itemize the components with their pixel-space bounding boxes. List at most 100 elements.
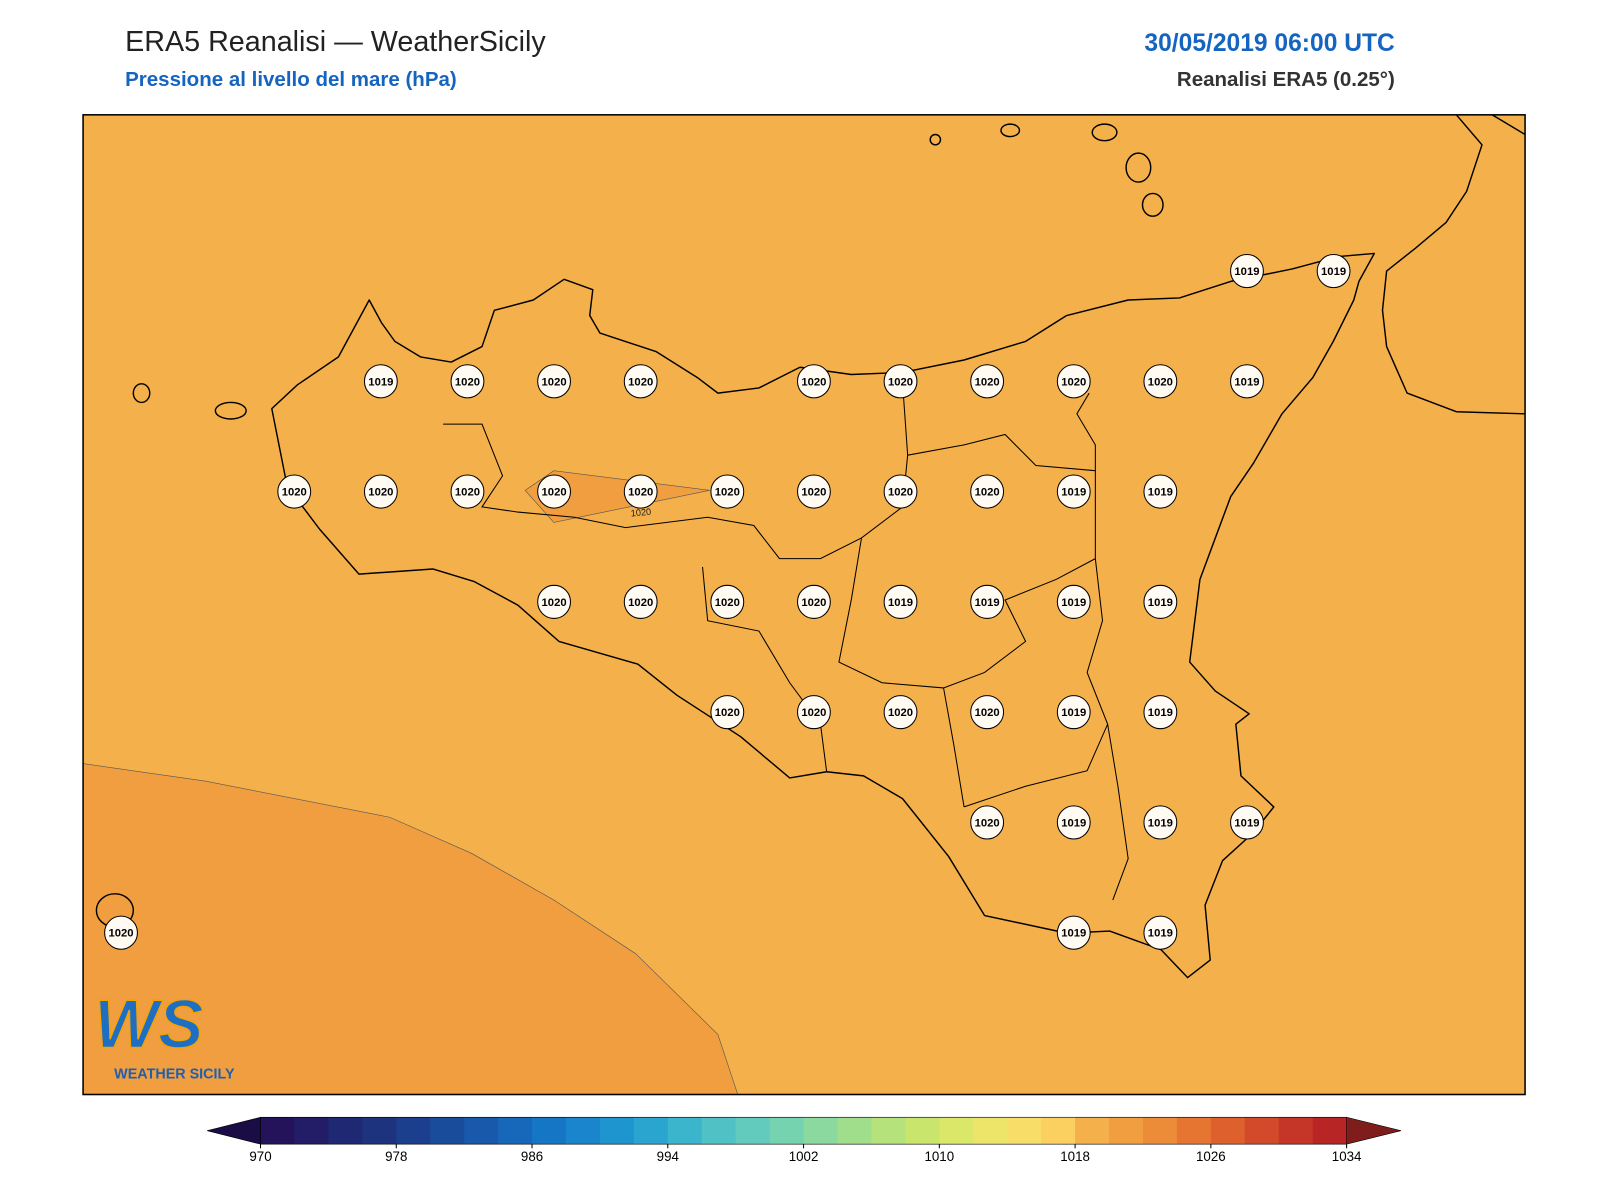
station-marker	[1143, 474, 1178, 509]
station-marker	[277, 474, 312, 509]
colorbar-tick-label: 1026	[1196, 1149, 1226, 1164]
colorbar-tick-label: 1002	[789, 1149, 819, 1164]
station-value: 1020	[715, 487, 740, 499]
station-marker	[1056, 805, 1091, 840]
station-marker	[883, 474, 918, 509]
station-value: 1020	[628, 487, 653, 499]
station-value: 1020	[1148, 376, 1173, 388]
station-marker	[970, 584, 1005, 619]
colorbar-segment	[769, 1117, 805, 1145]
station-marker	[883, 584, 918, 619]
colorbar-segment	[1007, 1117, 1042, 1145]
station-value: 1020	[628, 376, 653, 388]
station-value: 1019	[1321, 266, 1346, 278]
station-marker	[1230, 805, 1264, 840]
colorbar-segment	[701, 1117, 737, 1145]
colorbar-tick-label: 994	[657, 1149, 680, 1164]
station-value: 1019	[1061, 817, 1086, 829]
station-marker	[1143, 805, 1178, 840]
colorbar-segment	[871, 1117, 906, 1145]
pressure-field-higher	[524, 470, 710, 523]
station-marker	[710, 584, 745, 619]
station-marker	[363, 474, 398, 509]
coastline-sicily	[271, 252, 1376, 979]
colorbar-segment	[667, 1117, 703, 1145]
pressure-field-higher	[83, 763, 739, 1095]
station-value: 1020	[108, 928, 133, 940]
logo-name: WEATHER SICILY	[114, 1067, 235, 1083]
station-value: 1020	[975, 376, 1000, 388]
station-value: 1020	[888, 376, 913, 388]
colorbar-segment	[803, 1117, 839, 1145]
station-value: 1019	[1234, 266, 1259, 278]
station-marker	[363, 364, 398, 399]
station-marker	[1230, 253, 1264, 289]
colorbar-segment	[1210, 1117, 1246, 1145]
colorbar-segment	[905, 1117, 940, 1145]
station-marker	[1143, 584, 1178, 619]
station-value: 1019	[888, 597, 913, 609]
colorbar-segment	[1312, 1117, 1348, 1145]
colorbar-tick-label: 970	[249, 1149, 271, 1164]
station-marker	[1056, 695, 1091, 730]
colorbar: 970 978 986 994 1002 1010 1018 1026 1034	[207, 1116, 1402, 1164]
station-marker	[796, 364, 831, 399]
colorbar-segment	[260, 1117, 295, 1145]
colorbar-segment	[294, 1117, 329, 1145]
station-value: 1019	[1061, 928, 1086, 940]
station-value: 1020	[975, 487, 1000, 499]
station-marker	[1056, 474, 1091, 509]
station-value: 1020	[715, 597, 740, 609]
station-marker	[970, 695, 1005, 730]
source: Reanalisi ERA5 (0.25°)	[1177, 68, 1395, 91]
colorbar-tick-label: 1010	[925, 1149, 955, 1164]
station-marker	[796, 474, 831, 509]
station-value: 1020	[542, 376, 567, 388]
station-marker	[796, 584, 831, 619]
contour-label: 1020	[630, 507, 651, 519]
colorbar-segment	[565, 1117, 601, 1145]
coastline-calabria	[1381, 114, 1526, 415]
station-marker	[450, 364, 485, 399]
colorbar-segment	[1041, 1117, 1076, 1145]
station-marker	[1316, 253, 1351, 289]
station-marker	[1143, 695, 1178, 730]
colorbar-segment	[633, 1117, 669, 1145]
station-marker	[1056, 915, 1091, 950]
station-marker	[623, 364, 658, 399]
station-value: 1020	[628, 597, 653, 609]
colorbar-segment	[1176, 1117, 1212, 1145]
station-marker	[537, 474, 572, 509]
colorbar-segment	[1075, 1117, 1110, 1145]
datetime: 30/05/2019 06:00 UTC	[1144, 30, 1395, 57]
figure-content: ERA5 Reanalisi — WeatherSicily Pressione…	[82, 26, 1526, 1164]
station-value: 1020	[801, 707, 826, 719]
station-value: 1019	[1148, 817, 1173, 829]
station-value: 1020	[542, 597, 567, 609]
station-value: 1020	[888, 487, 913, 499]
station-marker	[1143, 364, 1178, 399]
colorbar-segment	[532, 1117, 567, 1145]
colorbar-segment	[735, 1117, 771, 1145]
colorbar-tick-label: 1034	[1332, 1149, 1362, 1164]
station-value: 1019	[1148, 597, 1173, 609]
station-value: 1020	[368, 487, 393, 499]
colorbar-segment	[396, 1117, 431, 1145]
colorbar-segment	[1109, 1117, 1144, 1145]
station-value: 1019	[1061, 487, 1086, 499]
map-frame	[82, 114, 1526, 1096]
station-marker	[537, 584, 572, 619]
station-marker	[796, 695, 831, 730]
station-value: 1020	[715, 707, 740, 719]
station-value: 1019	[1234, 376, 1259, 388]
station-value: 1020	[455, 376, 480, 388]
subtitle: Pressione al livello del mare (hPa)	[125, 68, 457, 91]
station-value: 1019	[1148, 707, 1173, 719]
colorbar-over	[1346, 1116, 1402, 1145]
station-marker	[883, 695, 918, 730]
station-value: 1019	[1061, 597, 1086, 609]
map: 1020 1019 1019 1019 1020 1020 1020 1020 1020 102…	[83, 114, 1526, 1095]
station-value: 1020	[975, 707, 1000, 719]
